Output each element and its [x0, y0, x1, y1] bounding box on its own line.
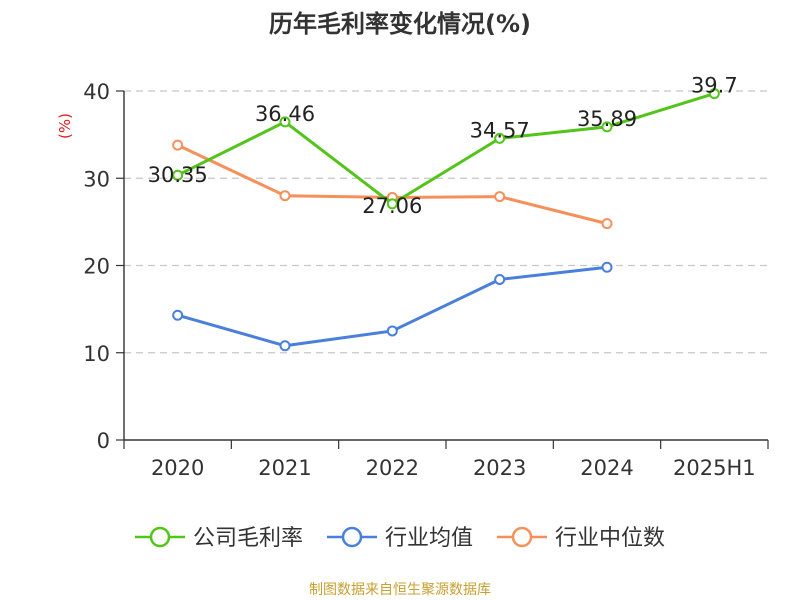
- legend-label: 行业均值: [385, 526, 473, 551]
- data-label: 34.57: [470, 118, 530, 142]
- x-tick-label: 2021: [258, 456, 311, 480]
- x-tick-label: 2024: [580, 456, 633, 480]
- data-label: 35.89: [577, 107, 637, 131]
- legend-swatch-marker: [149, 526, 171, 548]
- data-label: 39.7: [691, 74, 738, 98]
- data-labels: 30.35 36.46 27.06 34.57 35.89 39.7: [148, 74, 738, 218]
- data-point: [601, 121, 613, 133]
- data-point: [279, 340, 291, 352]
- legend-item[interactable]: 行业均值: [327, 526, 473, 551]
- data-point: [708, 88, 720, 100]
- legend-item[interactable]: 公司毛利率: [135, 526, 303, 551]
- data-label: 30.35: [148, 163, 208, 187]
- data-label: 27.06: [362, 194, 422, 218]
- x-tick-label: 2022: [366, 456, 419, 480]
- data-point: [172, 309, 184, 321]
- gridlines: [124, 90, 768, 354]
- data-point: [601, 261, 613, 273]
- source-note: 制图数据来自恒生聚源数据库: [309, 582, 491, 598]
- y-tick-label: 20: [83, 255, 110, 279]
- data-point: [494, 132, 506, 144]
- data-point: [279, 116, 291, 128]
- data-point: [172, 139, 184, 151]
- x-tick-label: 2023: [473, 456, 526, 480]
- legend-swatch-marker: [511, 526, 533, 548]
- x-tick-label: 2020: [151, 456, 204, 480]
- y-tick-label: 30: [83, 167, 110, 191]
- y-tick-label: 0: [97, 429, 110, 453]
- data-point: [601, 218, 613, 230]
- data-point: [494, 273, 506, 285]
- x-tick-label: 2025H1: [673, 456, 756, 480]
- data-point: [386, 325, 398, 337]
- chart-title: 历年毛利率变化情况(%): [269, 10, 531, 38]
- data-point: [494, 191, 506, 203]
- legend-label: 行业中位数: [555, 526, 665, 551]
- axes: 0 10 20 30 40 2020 2021 2022 2023 2024 2025H1: [83, 80, 769, 480]
- y-axis-unit-label: (%): [56, 113, 74, 139]
- y-tick-label: 10: [83, 342, 110, 366]
- legend-swatch-marker: [341, 526, 363, 548]
- legend: 公司毛利率 行业均值 行业中位数: [135, 526, 665, 551]
- data-label: 36.46: [255, 102, 315, 126]
- legend-label: 公司毛利率: [193, 526, 303, 551]
- data-point: [172, 169, 184, 181]
- legend-item[interactable]: 行业中位数: [497, 526, 665, 551]
- series-line: [176, 92, 715, 206]
- series-lines: [172, 88, 720, 352]
- y-tick-label: 40: [83, 80, 110, 104]
- data-point: [279, 190, 291, 202]
- data-point: [386, 198, 398, 210]
